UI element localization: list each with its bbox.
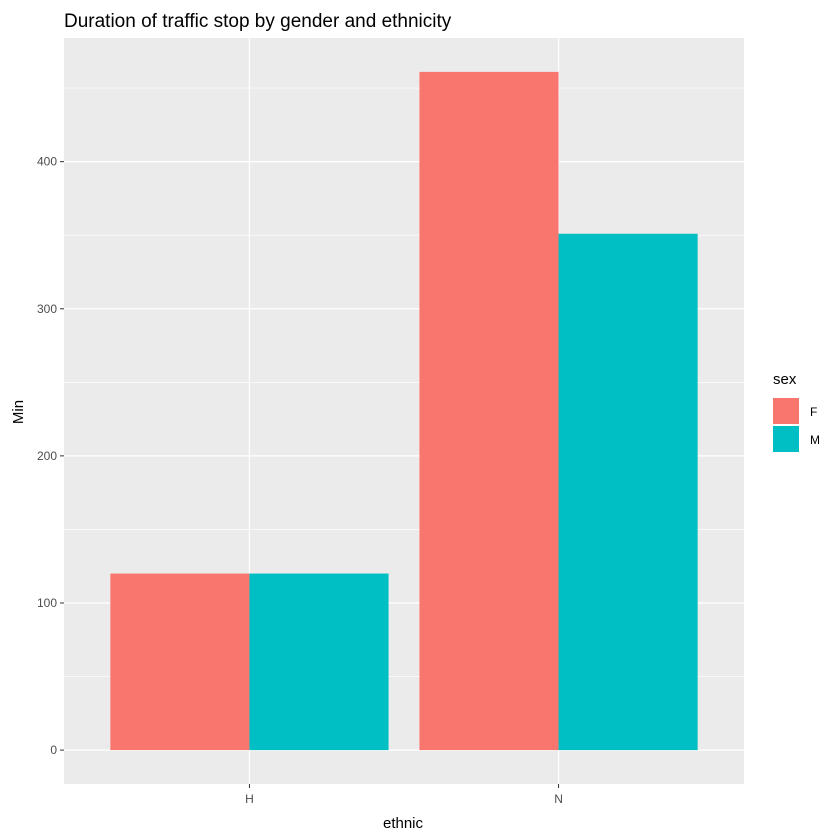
chart-title: Duration of traffic stop by gender and e… [64, 11, 452, 32]
x-tick-label: H [245, 792, 254, 806]
y-tick-label: 100 [37, 596, 57, 610]
x-axis-title: ethnic [383, 815, 424, 832]
bar-H-M [249, 573, 389, 751]
legend-title: sex [773, 371, 797, 388]
y-tick-label: 200 [37, 449, 57, 463]
bar-H-F [110, 573, 250, 751]
bar-N-F [419, 71, 559, 751]
y-axis-title: Min [10, 400, 27, 424]
legend: sex FM [773, 371, 820, 452]
y-tick-label: 0 [50, 743, 57, 757]
x-tick-label: N [554, 792, 563, 806]
legend-key-F [773, 398, 799, 424]
y-tick-label: 300 [37, 302, 57, 316]
y-axis: 0 100 200 300 400 [37, 155, 64, 757]
bar-N-M [558, 233, 698, 751]
legend-key-M [773, 426, 799, 452]
bars-group [110, 71, 698, 751]
legend-label-M: M [810, 433, 820, 447]
legend-label-F: F [810, 405, 817, 419]
y-tick-label: 400 [37, 155, 57, 169]
